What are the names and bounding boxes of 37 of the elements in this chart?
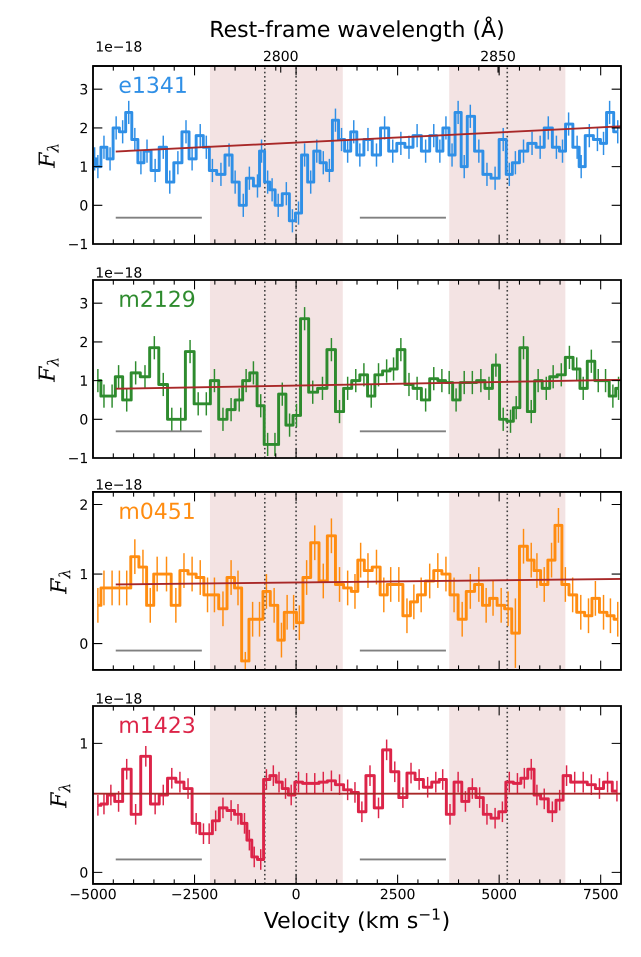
x-tick-label: −5000 [70,888,116,900]
y-axis-title: F$_{λ}$ [50,784,70,808]
x-tick-label: 5000 [482,888,516,900]
x2-tick-label: 2800 [264,50,298,62]
series-label: m1423 [120,716,194,734]
x2-axis-title: Rest-frame wavelength (Å) [211,16,503,42]
x-tick-label: 2500 [380,888,414,900]
y-tick-label: 0 [80,200,88,211]
y-tick-label: 2 [80,336,87,348]
x-tick-label: −2500 [172,888,218,900]
y-tick-label: 1 [80,568,87,580]
y-tick-label: 0 [80,867,88,878]
y-tick-label: 0 [80,638,88,649]
text: m2129 [120,290,194,308]
y-tick-label: 1 [80,162,87,172]
x-tick-label: 7500 [584,888,618,900]
y-tick-label: −1 [69,452,87,464]
y-tick-label: 2 [80,122,87,134]
series-label: e1341 [120,76,186,94]
y-tick-label: −1 [69,238,87,250]
x2-tick-label: 2850 [481,50,515,62]
x-tick-label: 0 [292,888,300,900]
y-tick-label: 3 [80,84,88,95]
y-axis-title: F$_{λ}$ [50,570,70,594]
y-tick-label: 0 [80,414,88,425]
text: 1e−18 [96,267,142,278]
y-axis-title: F$_{λ}$ [38,358,58,382]
x-axis-title: Velocity (km s$^{−1}$) [264,908,448,933]
y-tick-label: 1 [80,738,87,749]
series-label: m0451 [120,502,194,520]
y-tick-label: 2 [80,499,87,510]
text: 1e−18 [96,479,142,490]
text: 1e−18 [96,693,142,704]
y-tick-label: 1 [80,376,87,386]
text: 1e−18 [96,41,142,52]
y-axis-title: F$_{λ}$ [38,144,58,168]
y-tick-label: 3 [80,298,88,309]
